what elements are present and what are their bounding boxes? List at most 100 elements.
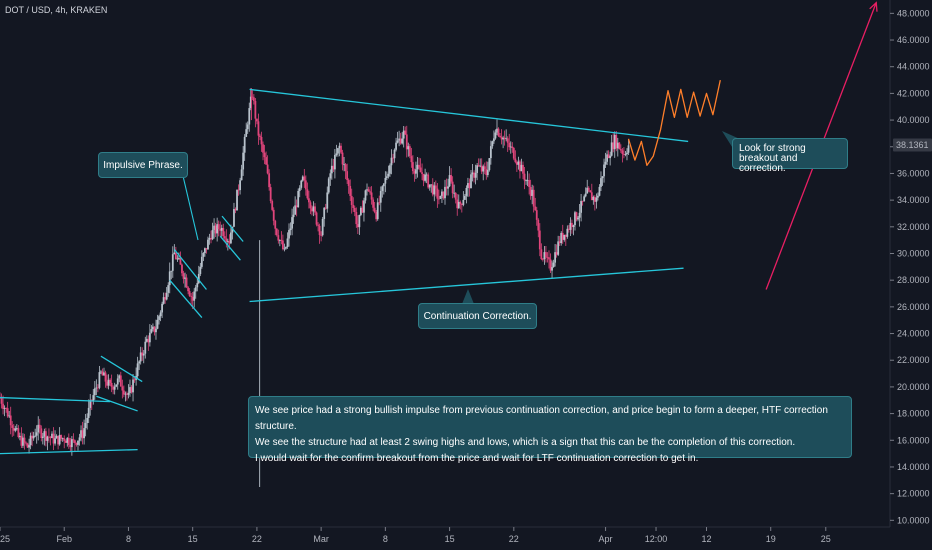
candle-body	[427, 174, 430, 188]
x-axis[interactable]: 25 Feb 8 15 22 Mar 8 15 22 Apr 12:00 12 19 25	[0, 527, 831, 544]
candle-body	[145, 338, 148, 342]
candle-body	[54, 438, 56, 444]
trendline-triangle-lower[interactable]	[249, 267, 684, 303]
candle-body	[213, 225, 215, 230]
candle-body	[226, 240, 229, 242]
candle-body	[194, 287, 197, 292]
y-tick-label: 24.0000	[897, 329, 930, 339]
candle-body	[447, 186, 449, 189]
candle-body	[543, 252, 546, 260]
candle-body	[470, 174, 472, 189]
candle-body	[181, 264, 183, 274]
candle-body	[211, 229, 214, 240]
candle-body	[84, 422, 87, 429]
candle-body	[242, 152, 245, 170]
candle-body	[333, 154, 336, 170]
candle-body	[100, 371, 102, 373]
candle-body	[387, 173, 390, 177]
trendline-flag1-top[interactable]	[100, 355, 143, 383]
candle-body	[234, 209, 237, 211]
candle-body	[330, 165, 333, 174]
candle-body	[271, 201, 274, 210]
candle-body	[434, 185, 437, 189]
candle-body	[506, 138, 509, 143]
y-tick-label: 22.0000	[897, 355, 930, 365]
candle-body	[297, 190, 300, 208]
candle-body	[257, 121, 260, 136]
candle-body	[277, 235, 280, 241]
candle-body	[217, 224, 220, 229]
candle-body	[459, 201, 462, 204]
candle-body	[288, 230, 290, 239]
candle-body	[392, 157, 394, 159]
candle-body	[60, 434, 63, 439]
y-tick-label: 18.0000	[897, 409, 930, 419]
candle-body	[311, 208, 313, 212]
candle-body	[20, 435, 23, 446]
x-tick-label: 19	[766, 534, 776, 544]
candle-body	[61, 438, 64, 439]
candle-body	[603, 164, 605, 177]
candle-body	[240, 169, 243, 181]
y-axis[interactable]: 48.000046.000044.000042.000040.000038.00…	[890, 8, 930, 525]
trendline-flag3-top[interactable]	[221, 215, 244, 242]
y-tick-label: 40.0000	[897, 115, 930, 125]
candle-body	[572, 225, 575, 228]
candle-body	[249, 96, 252, 109]
candle-body	[304, 180, 307, 190]
candle-body	[286, 238, 289, 248]
candle-body	[98, 372, 101, 388]
candle-body	[292, 214, 295, 218]
candle-body	[46, 436, 49, 441]
candle-body	[12, 427, 15, 431]
candle-body	[587, 187, 590, 191]
candle-body	[320, 234, 323, 236]
candle-body	[81, 430, 84, 439]
candle-body	[129, 387, 131, 393]
trendline-flag1-bottom[interactable]	[96, 395, 138, 412]
trendline-flag2-bottom[interactable]	[169, 279, 203, 318]
candle-body	[621, 150, 624, 154]
candle-body	[300, 180, 303, 188]
candle-body	[535, 210, 538, 220]
trendline-range-bottom[interactable]	[0, 448, 138, 455]
candle-body	[0, 397, 3, 404]
candle-body	[575, 212, 578, 220]
candle-body	[17, 428, 20, 438]
y-tick-label: 32.0000	[897, 222, 930, 232]
candle-body	[116, 378, 119, 385]
candle-body	[112, 386, 115, 390]
trendline-flag2-top[interactable]	[173, 249, 207, 290]
candle-body	[480, 165, 483, 172]
candle-body	[289, 228, 292, 231]
candle-body	[136, 363, 139, 377]
candle-body	[335, 153, 338, 155]
candle-body	[15, 428, 18, 430]
candle-body	[266, 164, 269, 174]
trendline-triangle-upper[interactable]	[249, 88, 689, 143]
candle-body	[280, 240, 283, 241]
price-badge: 38.1361	[893, 138, 932, 152]
candle-body	[75, 443, 78, 445]
trendline-range-top[interactable]	[0, 396, 111, 403]
candle-body	[369, 191, 371, 193]
projection-path[interactable]	[627, 79, 721, 167]
candle-body	[239, 180, 241, 191]
continuation-callout-pointer	[462, 289, 474, 304]
x-tick-label: 25	[821, 534, 831, 544]
candle-body	[500, 137, 503, 140]
candle-body	[415, 169, 417, 174]
y-tick-label: 14.0000	[897, 462, 930, 472]
candle-body	[103, 372, 105, 376]
candle-body	[196, 283, 199, 288]
trendline-flag3-bottom[interactable]	[219, 235, 241, 261]
impulsive-phase-label: Impulsive Phrase.	[103, 159, 183, 171]
candle-body	[523, 173, 526, 181]
candle-body	[548, 257, 550, 260]
candle-body	[285, 247, 287, 249]
candle-body	[457, 201, 460, 209]
candle-body	[92, 395, 95, 401]
candle-body	[577, 217, 579, 220]
candle-body	[5, 407, 8, 409]
